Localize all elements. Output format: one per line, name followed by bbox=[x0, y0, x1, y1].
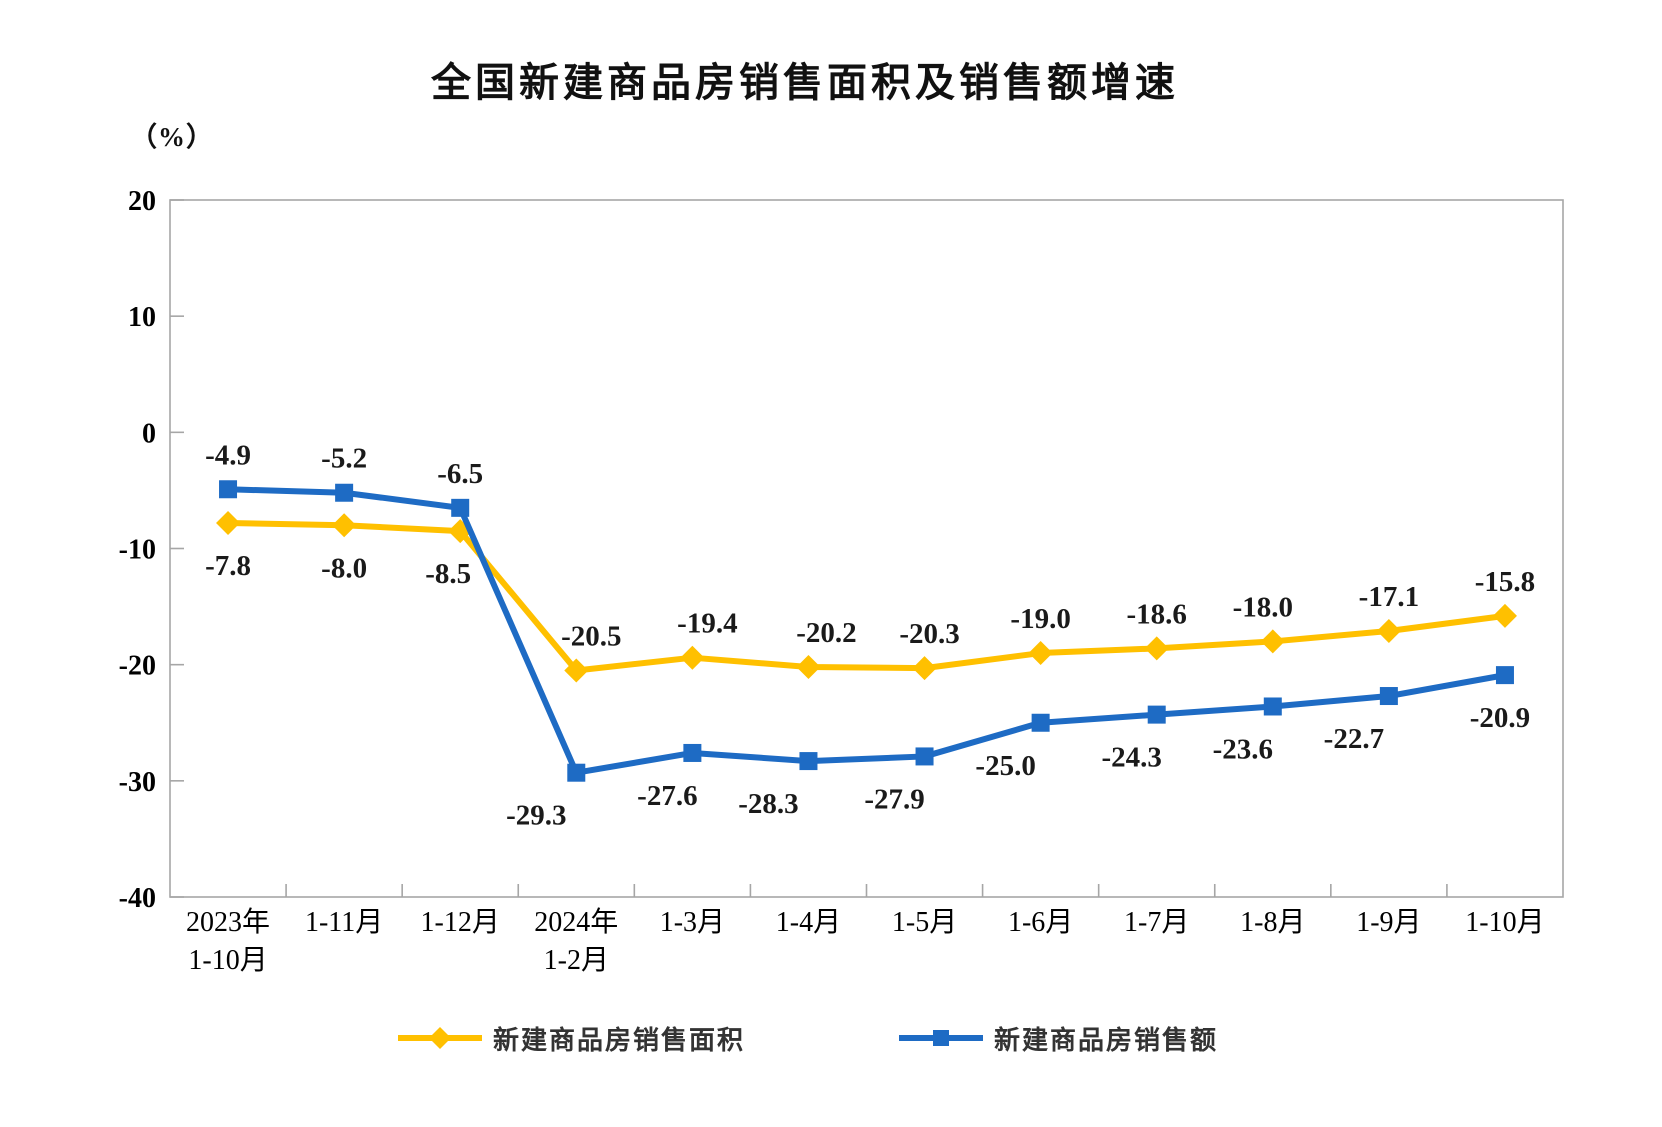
x-tick-label: 1-9月 bbox=[1356, 907, 1421, 938]
data-label: -25.0 bbox=[975, 750, 1035, 782]
data-point-marker-diamond bbox=[1028, 641, 1053, 666]
data-label: -20.2 bbox=[796, 617, 856, 649]
data-label: -5.2 bbox=[321, 443, 367, 475]
data-point-marker-diamond bbox=[1260, 629, 1285, 654]
data-label: -8.5 bbox=[425, 558, 471, 590]
data-point-marker-diamond bbox=[564, 658, 589, 683]
data-point-marker-diamond bbox=[796, 654, 821, 679]
data-label: -20.5 bbox=[561, 620, 621, 652]
legend-label: 新建商品房销售面积 bbox=[493, 1025, 746, 1055]
x-tick-label: 1-8月 bbox=[1240, 907, 1305, 938]
data-point-marker-diamond bbox=[1144, 636, 1169, 661]
x-tick-label: 1-3月 bbox=[660, 907, 725, 938]
x-tick-label: 1-10月 bbox=[1465, 907, 1544, 938]
data-label: -28.3 bbox=[738, 788, 798, 820]
legend-marker bbox=[429, 1027, 451, 1049]
data-point-marker-square bbox=[1263, 697, 1282, 716]
data-label: -7.8 bbox=[205, 550, 251, 582]
x-tick-label: 1-12月 bbox=[421, 907, 500, 938]
data-label: -8.0 bbox=[321, 552, 367, 584]
data-point-marker-diamond bbox=[216, 510, 241, 535]
y-tick-label: -30 bbox=[119, 767, 156, 798]
data-label: -4.9 bbox=[205, 439, 251, 471]
data-label: -19.4 bbox=[677, 608, 737, 640]
data-point-marker-square bbox=[335, 483, 354, 502]
data-label: -27.9 bbox=[864, 783, 924, 815]
y-tick-label: 0 bbox=[142, 418, 156, 449]
y-tick-label: -10 bbox=[119, 535, 156, 566]
x-tick-label: 1-5月 bbox=[892, 907, 957, 938]
data-point-marker-square bbox=[799, 752, 818, 771]
data-label: -22.7 bbox=[1324, 723, 1384, 755]
line-diamond-marker-icon bbox=[398, 1027, 482, 1049]
legend-label: 新建商品房销售额 bbox=[994, 1025, 1219, 1055]
x-tick-label: 1-2月 bbox=[544, 945, 609, 976]
data-label: -18.6 bbox=[1126, 598, 1186, 630]
data-point-marker-diamond bbox=[332, 513, 357, 538]
data-label: -17.1 bbox=[1359, 581, 1419, 613]
legend-item-sales-area: 新建商品房销售面积 bbox=[395, 1018, 745, 1058]
data-point-marker-square bbox=[683, 743, 702, 762]
data-label: -23.6 bbox=[1213, 733, 1273, 765]
data-point-marker-square bbox=[451, 498, 470, 517]
data-point-marker-square bbox=[219, 480, 238, 499]
data-label: -24.3 bbox=[1101, 742, 1161, 774]
data-label: -20.3 bbox=[899, 618, 959, 650]
y-tick-label: 20 bbox=[128, 186, 156, 217]
y-tick-label: -20 bbox=[119, 651, 156, 682]
data-label: -18.0 bbox=[1233, 591, 1293, 623]
y-tick-label: -40 bbox=[119, 883, 156, 914]
data-label: -20.9 bbox=[1470, 702, 1530, 734]
x-tick-label: 1-6月 bbox=[1008, 907, 1073, 938]
data-point-marker-diamond bbox=[680, 645, 705, 670]
data-point-marker-square bbox=[1495, 666, 1514, 685]
series-line-amount bbox=[225, 486, 1508, 776]
x-tick-label: 1-4月 bbox=[776, 907, 841, 938]
legend-marker bbox=[933, 1030, 949, 1046]
x-tick-label: 2024年 bbox=[534, 906, 618, 938]
y-axis-unit-label: （%） bbox=[130, 122, 214, 152]
chart-title: 全国新建商品房销售面积及销售额增速 bbox=[431, 61, 1179, 105]
data-label: -6.5 bbox=[437, 458, 483, 490]
x-tick-label: 1-10月 bbox=[188, 945, 267, 976]
data-point-marker-square bbox=[1031, 713, 1050, 732]
series-line-area bbox=[225, 519, 1508, 674]
data-point-marker-diamond bbox=[912, 656, 937, 681]
data-point-marker-square bbox=[567, 763, 586, 782]
data-point-marker-diamond bbox=[1492, 603, 1517, 628]
line-square-marker-icon bbox=[899, 1030, 983, 1046]
data-label: -27.6 bbox=[637, 780, 697, 812]
data-point-marker-square bbox=[1147, 705, 1166, 724]
data-label: -15.8 bbox=[1475, 566, 1535, 598]
data-point-marker-square bbox=[1379, 687, 1398, 706]
data-label: -19.0 bbox=[1010, 603, 1070, 635]
legend-item-sales-amount: 新建商品房销售额 bbox=[896, 1018, 1218, 1058]
data-point-marker-square bbox=[915, 747, 934, 766]
x-tick-label: 2023年 bbox=[186, 906, 270, 938]
data-label: -29.3 bbox=[506, 800, 566, 832]
x-tick-label: 1-7月 bbox=[1124, 907, 1189, 938]
data-point-marker-diamond bbox=[1376, 618, 1401, 643]
x-tick-label: 1-11月 bbox=[305, 907, 383, 938]
chart-legend: 新建商品房销售面积 新建商品房销售额 bbox=[0, 1018, 1662, 1062]
y-tick-label: 10 bbox=[128, 302, 156, 333]
